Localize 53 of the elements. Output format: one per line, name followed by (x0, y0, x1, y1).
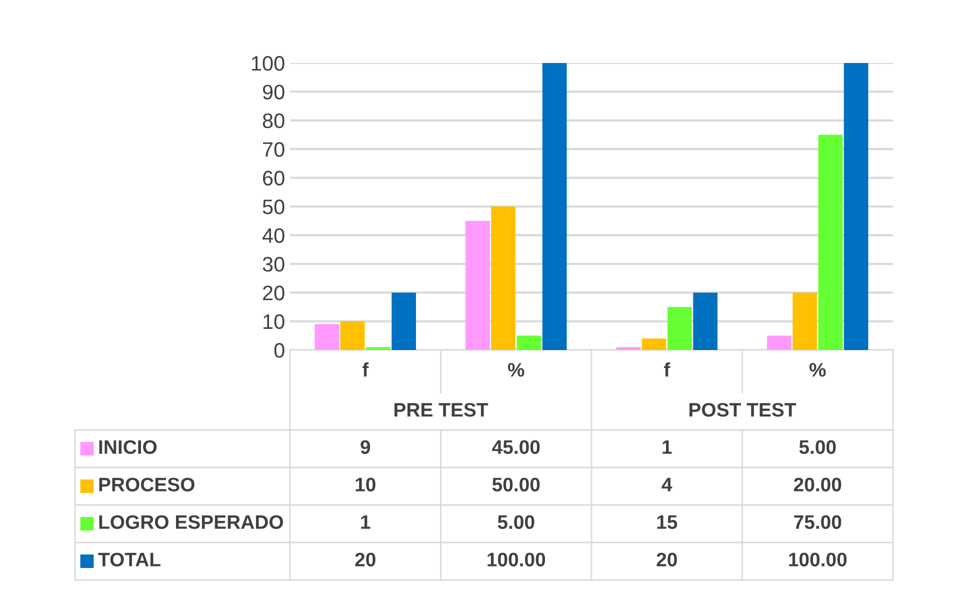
data-label: 45.00 (492, 440, 540, 454)
data-label: 100.00 (488, 552, 546, 566)
data-label: 20 (656, 552, 677, 566)
x-tick-label: f (362, 362, 369, 377)
y-tick-label: 10 (264, 314, 284, 330)
bar (642, 338, 666, 350)
data-label: 100.00 (789, 552, 847, 566)
data-label: 4 (662, 478, 672, 492)
x-tick-label: % (508, 363, 524, 377)
bar (516, 336, 542, 350)
y-tick-label: 30 (262, 256, 284, 272)
y-tick-label: 80 (262, 113, 284, 128)
data-label: 1 (662, 440, 672, 454)
legend-label: INICIO (99, 440, 157, 454)
x-tick-label: f (664, 362, 670, 377)
bar (392, 292, 416, 350)
bar (366, 347, 390, 350)
data-label: 10 (356, 478, 376, 492)
text: POST TEST (690, 402, 796, 417)
legend-label: PROCESO (99, 478, 194, 492)
bar (668, 306, 692, 350)
data-label: 1 (361, 515, 370, 529)
data-label: 5.00 (498, 515, 534, 529)
data-label: 5.00 (799, 440, 836, 454)
data-label: 20.00 (794, 478, 842, 492)
bar (792, 292, 817, 350)
data-label: 15 (657, 515, 678, 529)
y-tick-label: 60 (263, 170, 284, 186)
y-tick-label: 100 (252, 56, 284, 71)
bar (542, 63, 567, 350)
bar (616, 347, 641, 350)
data-label: 75.00 (794, 515, 842, 529)
data-label: 9 (360, 440, 370, 454)
data-label: 20 (355, 552, 376, 566)
bar (491, 206, 516, 350)
legend-label: TOTAL (98, 552, 160, 566)
legend-label: LOGRO ESPERADO (99, 515, 284, 529)
bar (340, 321, 365, 350)
y-tick-label: 0 (274, 343, 284, 358)
bar (818, 134, 843, 350)
text: PRE TEST (394, 402, 488, 417)
y-tick-label: 90 (262, 84, 284, 100)
bar (693, 292, 718, 350)
data-label: 50.00 (492, 478, 540, 492)
y-tick-label: 70 (263, 142, 284, 157)
bar (314, 324, 340, 350)
bar (466, 220, 490, 350)
x-tick-label: % (809, 363, 826, 377)
bar (767, 336, 792, 350)
y-tick-label: 20 (263, 286, 284, 300)
y-tick-label: 50 (262, 200, 284, 214)
y-tick-label: 40 (262, 228, 284, 243)
bar (844, 63, 868, 350)
